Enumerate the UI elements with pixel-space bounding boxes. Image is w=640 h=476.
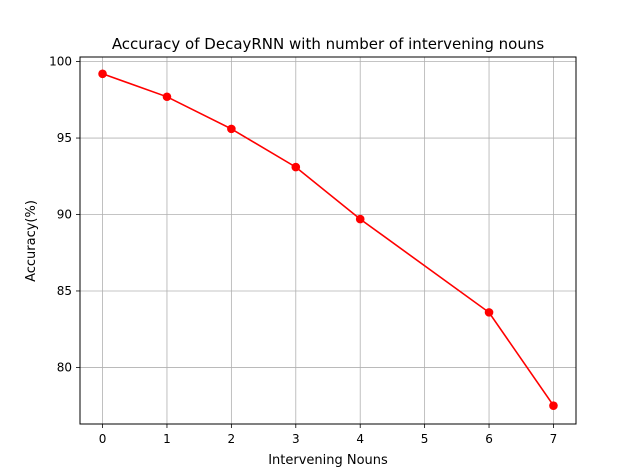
y-tick-label: 80 <box>57 360 72 374</box>
x-tick-label: 3 <box>292 432 300 446</box>
x-tick-label: 5 <box>421 432 429 446</box>
grid-lines <box>80 57 576 424</box>
data-point <box>355 214 365 224</box>
x-tick-label: 1 <box>163 432 171 446</box>
data-point <box>291 162 301 172</box>
data-point <box>484 308 494 317</box>
x-tick-label: 7 <box>550 432 558 446</box>
y-tick-label: 100 <box>49 55 72 69</box>
plot-frame <box>79 56 577 425</box>
y-tick-label: 85 <box>57 284 72 298</box>
axis-ticks: 0 1 2 3 4 5 6 7 80 85 90 95 100 <box>49 55 557 446</box>
y-axis-label: Accuracy(%) <box>24 200 39 282</box>
chart-title: Accuracy of DecayRNN with number of inte… <box>112 35 545 53</box>
x-tick-label: 4 <box>356 432 364 446</box>
series-layer <box>98 69 558 410</box>
x-tick-label: 0 <box>99 432 107 446</box>
data-point <box>162 92 172 102</box>
x-axis-label: Intervening Nouns <box>268 453 388 468</box>
x-tick-label: 2 <box>228 432 236 446</box>
data-point <box>227 124 236 134</box>
data-point <box>549 401 558 410</box>
data-point <box>98 69 107 79</box>
y-tick-label: 90 <box>57 208 72 222</box>
x-tick-label: 6 <box>485 432 493 446</box>
y-tick-label: 95 <box>57 131 72 145</box>
